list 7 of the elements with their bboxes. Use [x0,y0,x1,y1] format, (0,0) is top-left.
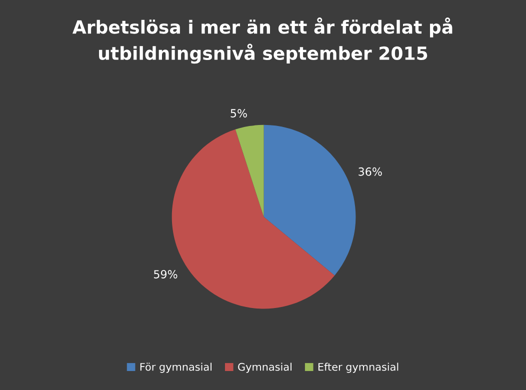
data-label: 36% [358,167,382,176]
legend-label: För gymnasial [140,362,212,373]
legend-label: Efter gymnasial [318,362,398,373]
data-label: 5% [230,109,247,118]
data-label: 59% [154,270,178,278]
legend-label: Gymnasial [238,362,292,373]
chart-title: Arbetslösa i mer än ett år fördelat på utbildningsnivå september 2015 [72,18,452,64]
